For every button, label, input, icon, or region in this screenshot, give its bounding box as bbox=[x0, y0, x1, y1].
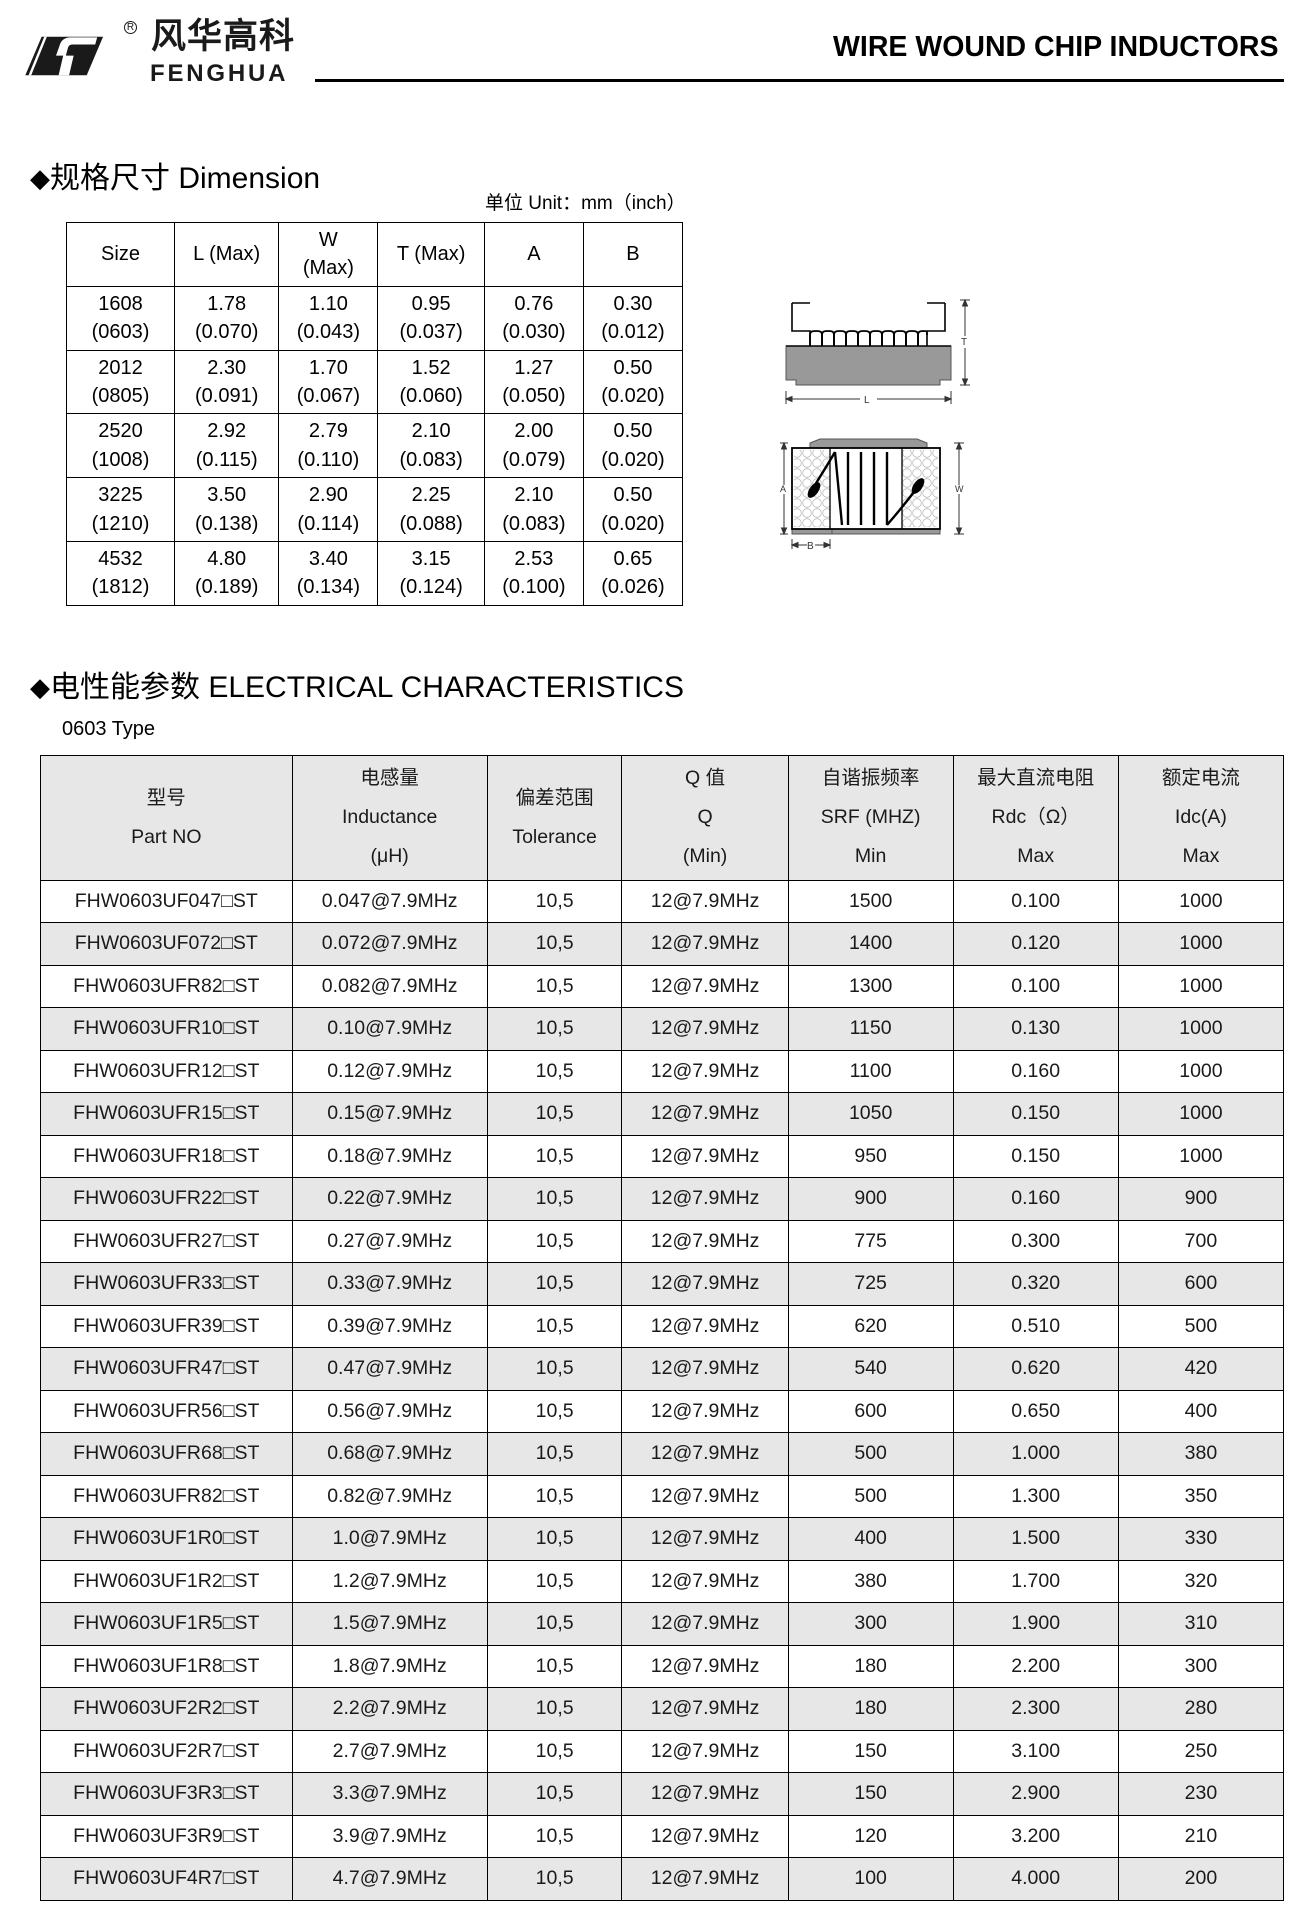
svg-text:W: W bbox=[955, 484, 964, 494]
svg-text:L: L bbox=[864, 395, 870, 406]
svg-text:B: B bbox=[807, 541, 814, 552]
svg-text:T: T bbox=[961, 337, 967, 348]
svg-text:A: A bbox=[780, 484, 786, 494]
